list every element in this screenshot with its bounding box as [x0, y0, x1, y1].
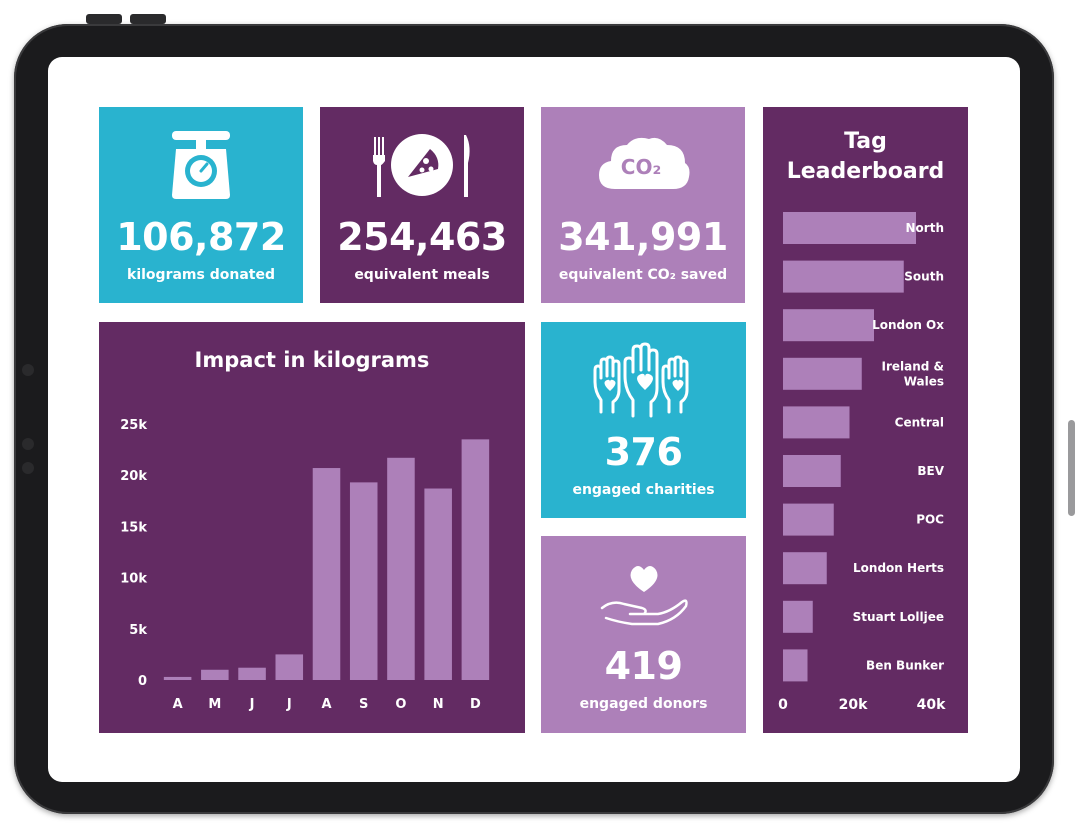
impact-bar: [238, 667, 266, 680]
leaderboard-label: Ireland & Wales: [881, 359, 944, 388]
y-tick-label: 0: [138, 674, 147, 689]
leaderboard-label: North: [906, 221, 944, 235]
charities-caption: engaged charities: [572, 482, 715, 498]
donors-caption: engaged donors: [579, 696, 708, 712]
impact-bar: [387, 457, 415, 680]
volume-button: [86, 14, 122, 24]
leaderboard-bar: [783, 600, 813, 633]
leaderboard-label: BEV: [917, 464, 944, 478]
y-tick-label: 20k: [120, 469, 147, 484]
leaderboard-bar: [783, 455, 841, 487]
kilograms-tile: 106,872 kilograms donated: [99, 107, 303, 303]
leaderboard-label: London Herts: [853, 561, 944, 575]
volume-button: [130, 14, 166, 24]
camera-dot: [22, 364, 34, 376]
meals-value: 254,463: [337, 215, 507, 259]
leaderboard-title-line2: Leaderboard: [786, 159, 945, 184]
impact-chart-title: Impact in kilograms: [194, 348, 430, 372]
leaderboard-label: Stuart Lolljee: [853, 610, 944, 624]
co2-icon-text: CO₂: [621, 155, 661, 179]
x-tick-label: M: [208, 697, 221, 712]
leaderboard-bar: [783, 357, 862, 390]
co2-tile: CO₂ 341,991 equivalent CO₂ saved: [541, 107, 745, 303]
impact-chart: 0 5k 10k 15k 20k 25k A M J J A S O N D: [120, 418, 490, 712]
x-tick-label: J: [286, 697, 292, 712]
leaderboard-label: Ben Bunker: [866, 658, 944, 672]
x-tick-label: S: [359, 697, 368, 712]
impact-chart-panel: Impact in kilograms 0 5k 10k 15k 20k 25k A M J J A…: [99, 322, 525, 733]
y-tick-label: 15k: [120, 520, 147, 535]
x-tick-label: J: [249, 697, 255, 712]
leaderboard-title-line1: Tag: [844, 129, 887, 154]
impact-bar: [312, 468, 341, 680]
leaderboard-x-tick: 0: [778, 697, 788, 713]
impact-bar: [349, 482, 378, 680]
impact-bar: [424, 488, 452, 680]
leaderboard-bar: [783, 649, 808, 682]
kilograms-caption: kilograms donated: [127, 267, 275, 283]
x-tick-label: O: [395, 697, 406, 712]
leaderboard-x-tick: 20k: [839, 697, 868, 713]
heart-hand-icon: [541, 562, 746, 632]
charities-value: 376: [604, 430, 683, 474]
leaderboard-bar: [783, 309, 874, 342]
leaderboard-label: London Ox: [872, 318, 944, 332]
raised-hands-icon: [541, 342, 746, 420]
dashboard-screen: 106,872 kilograms donated 254,463 equiva…: [48, 57, 1020, 782]
leaderboard-label: Central: [895, 415, 944, 429]
x-tick-label: N: [433, 697, 444, 712]
charities-tile: 376 engaged charities: [541, 322, 746, 518]
impact-bar: [201, 669, 229, 680]
x-tick-label: A: [173, 697, 183, 712]
leaderboard-bar: [783, 503, 834, 536]
leaderboard-label: POC: [916, 513, 944, 527]
impact-bar: [461, 439, 490, 680]
donors-tile: 419 engaged donors: [541, 536, 746, 733]
y-tick-label: 5k: [129, 623, 147, 638]
co2-caption: equivalent CO₂ saved: [558, 267, 728, 283]
leaderboard-bar: [783, 406, 850, 439]
tag-leaderboard-panel: Tag Leaderboard North South London Ox Irela…: [763, 107, 968, 733]
camera-dot: [22, 438, 34, 450]
leaderboard-label: South: [904, 270, 944, 284]
impact-bar: [163, 676, 192, 680]
scale-icon: [99, 129, 303, 201]
leaderboard-title: Tag Leaderboard: [763, 127, 968, 187]
plate-cutlery-icon: [320, 131, 524, 201]
x-tick-label: D: [470, 697, 481, 712]
leaderboard-x-tick: 40k: [917, 697, 946, 713]
leaderboard-chart: North South London Ox Ireland & Wales Central…: [778, 212, 946, 713]
y-tick-label: 10k: [120, 572, 147, 587]
co2-value: 341,991: [558, 215, 728, 259]
leaderboard-bar: [783, 260, 904, 293]
meals-tile: 254,463 equivalent meals: [320, 107, 524, 303]
y-tick-label: 25k: [120, 418, 147, 433]
donors-value: 419: [604, 644, 683, 688]
co2-cloud-icon: CO₂: [541, 133, 745, 193]
side-button: [1068, 420, 1075, 516]
impact-bar: [275, 654, 304, 680]
leaderboard-bar: [783, 552, 827, 585]
meals-caption: equivalent meals: [354, 267, 490, 283]
x-tick-label: A: [321, 697, 331, 712]
camera-dot: [22, 462, 34, 474]
kilograms-value: 106,872: [116, 215, 286, 259]
leaderboard-bar: [783, 212, 916, 244]
